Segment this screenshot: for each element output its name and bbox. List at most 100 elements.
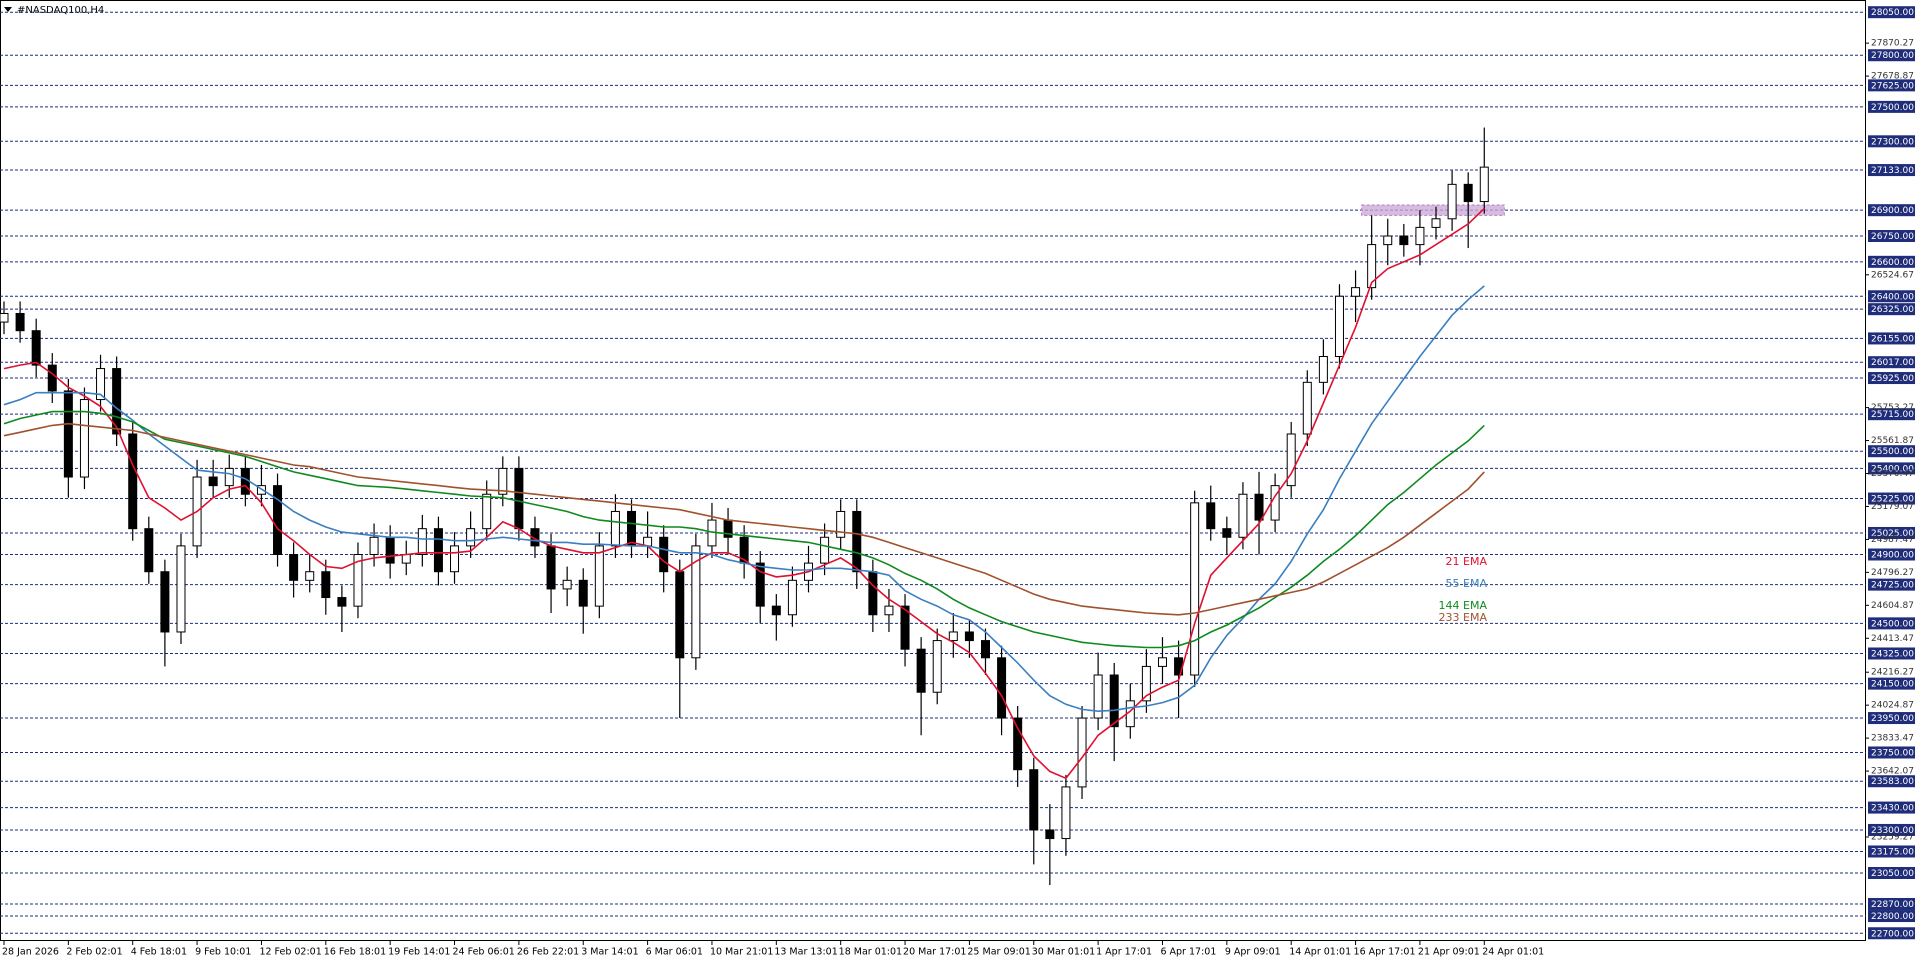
level-label: 26017.00 [1871,358,1914,368]
level-label-box [1868,164,1915,177]
candle-body [1383,235,1393,246]
candle-body [691,545,701,659]
x-tick-label: 14 Apr 01:01 [1289,947,1351,958]
level-label-box [1868,356,1915,369]
plot-frame [0,0,1866,941]
level-label-box [1868,866,1915,879]
level-label-box [1868,823,1915,836]
x-tick-label: 10 Mar 21:01 [710,947,773,958]
level-label: 27133.00 [1871,166,1914,176]
x-tick-label: 16 Apr 17:01 [1354,947,1416,958]
candle-body [273,485,283,555]
candle-body [0,312,9,323]
candle-body [466,528,476,547]
level-label-box [1868,255,1915,268]
candle-body [1109,674,1119,728]
y-tick-label: 27678.87 [1871,72,1914,82]
level-label: 28050.00 [1871,8,1914,18]
y-tick-label: 24024.87 [1871,701,1914,711]
level-label-box [1868,801,1915,814]
level-label-box [1868,845,1915,858]
candle-body [1479,166,1489,203]
candle-body [852,510,862,573]
level-label: 24900.00 [1871,550,1914,560]
candle-body [675,571,685,659]
level-label: 26155.00 [1871,334,1914,344]
menu-arrow[interactable] [4,7,12,12]
x-tick-label: 12 Feb 02:01 [259,947,321,958]
level-label: 25500.00 [1871,447,1914,457]
level-label: 22800.00 [1871,912,1914,922]
level-label: 24725.00 [1871,581,1914,591]
x-tick-label: 28 Jan 2026 [2,947,59,958]
level-label: 25925.00 [1871,374,1914,384]
level-label-box [1868,49,1915,62]
level-label-box [1868,548,1915,561]
candle-body [1367,244,1377,289]
chart-title: #NASDAQ100,H4 [17,5,104,16]
level-label-box [1868,927,1915,940]
candle-body [112,368,122,435]
y-tick-label: 25370.47 [1871,469,1914,479]
level-label-box [1868,135,1915,148]
candle-body [401,553,411,564]
level-label: 26600.00 [1871,258,1914,268]
x-tick-label: 13 Mar 13:01 [774,947,837,958]
level-label-box [1868,677,1915,690]
y-tick-label: 24216.27 [1871,668,1914,678]
y-tick-label: 24413.47 [1871,634,1914,644]
ema-line [3,285,1485,713]
candle-body [594,545,604,607]
ema-line [3,410,1485,649]
candle-body [1399,235,1409,246]
candle-body [144,528,154,573]
x-tick-label: 24 Feb 06:01 [453,947,515,958]
level-label-box [1868,303,1915,316]
level-label-box [1868,526,1915,539]
legend-label: 233 EMA [1439,611,1488,624]
level-label: 27625.00 [1871,81,1914,91]
candle-body [433,528,443,573]
y-tick-label: 25179.07 [1871,502,1914,512]
y-tick-label: 25753.27 [1871,403,1914,413]
level-label: 22700.00 [1871,929,1914,939]
candle-body [450,545,460,573]
level-label: 23175.00 [1871,847,1914,857]
x-tick-label: 9 Feb 10:01 [195,947,251,958]
candle-body [47,364,57,392]
level-label-box [1868,910,1915,923]
candle-body [1318,356,1328,383]
level-label-box [1868,617,1915,630]
level-label: 24150.00 [1871,680,1914,690]
candle-body [1463,183,1473,203]
candle-body [160,571,170,633]
level-label: 27800.00 [1871,51,1914,61]
x-tick-label: 6 Mar 06:01 [646,947,703,958]
level-label: 26750.00 [1871,232,1914,242]
candle-body [353,553,363,607]
x-tick-label: 2 Feb 02:01 [66,947,122,958]
level-label-box [1868,712,1915,725]
legend-label: 21 EMA [1446,555,1488,568]
candle-body [884,605,894,616]
x-tick-label: 30 Mar 01:01 [1032,947,1095,958]
candle-body [1206,502,1216,530]
level-label-box [1868,445,1915,458]
y-tick-label: 23642.07 [1871,767,1914,777]
level-label: 25715.00 [1871,410,1914,420]
level-label-box [1868,100,1915,113]
candle-body [836,510,846,538]
level-label: 25025.00 [1871,529,1914,539]
candle-body [997,657,1007,719]
y-tick-label: 26524.67 [1871,270,1914,280]
x-tick-label: 4 Feb 18:01 [131,947,187,958]
ema-line [3,422,1485,616]
candle-body [820,536,830,564]
candle-body [578,579,588,607]
candle-body [980,640,990,659]
candle-body [787,579,797,616]
candle-body [916,648,926,693]
candle-body [15,312,25,332]
legend-label: 55 EMA [1446,577,1488,590]
